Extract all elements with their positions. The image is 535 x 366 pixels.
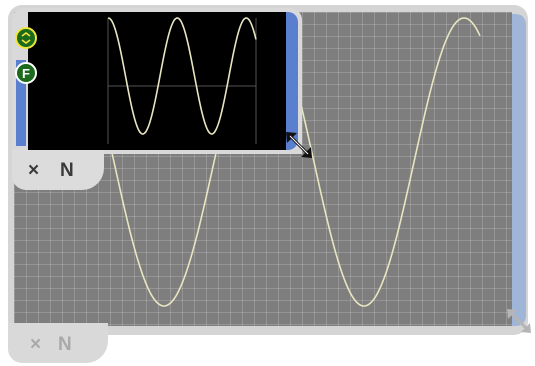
scope-tab-background: [8, 323, 108, 363]
scope-window-foreground-accent: [284, 12, 298, 150]
freeze-button[interactable]: F: [15, 62, 37, 84]
scale-arrows-icon: [21, 32, 31, 44]
new-window-button[interactable]: N: [58, 334, 76, 355]
close-icon[interactable]: ×: [30, 334, 46, 355]
scope-plot-foreground[interactable]: [28, 12, 286, 150]
diagonal-resize-arrows-icon[interactable]: [284, 130, 314, 160]
close-icon[interactable]: ×: [28, 160, 44, 181]
sine-trace-foreground: [107, 17, 257, 144]
scope-window-foreground-accent-left: [16, 60, 26, 146]
scale-button[interactable]: [15, 27, 37, 49]
new-window-button[interactable]: N: [60, 160, 78, 181]
scope-window-background-accent: [512, 14, 526, 326]
diagonal-resize-arrows-icon[interactable]: [504, 306, 534, 336]
freeze-label: F: [22, 65, 30, 81]
scope-tab-foreground: [12, 150, 104, 190]
